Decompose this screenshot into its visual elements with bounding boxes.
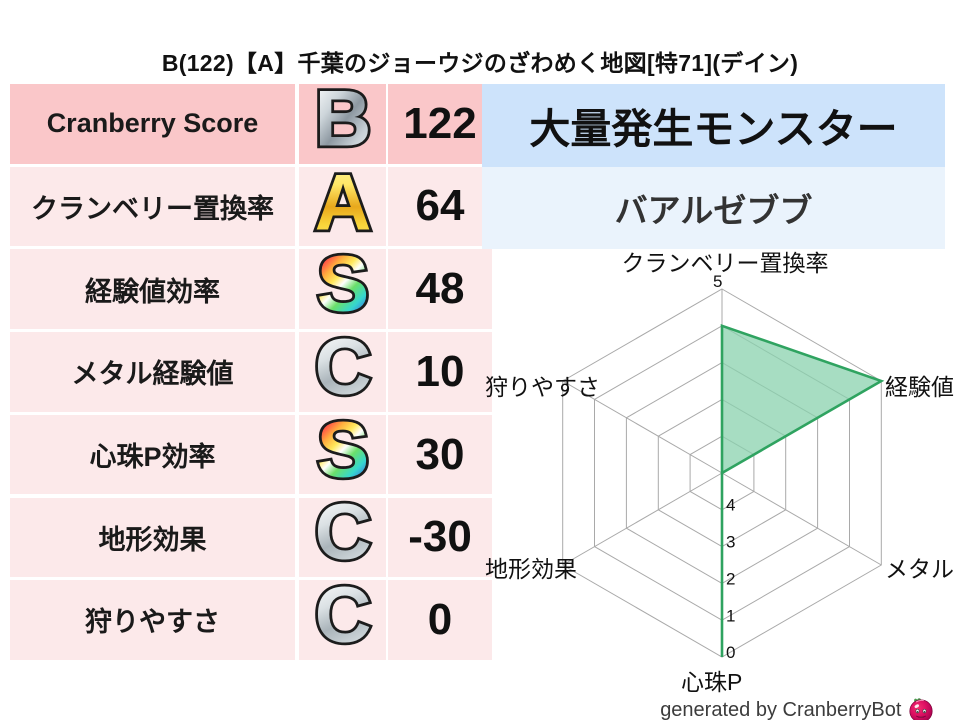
svg-text:0: 0 — [726, 643, 735, 662]
svg-text:C: C — [314, 495, 371, 575]
svg-text:1: 1 — [726, 607, 735, 626]
svg-text:A: A — [314, 164, 371, 246]
svg-text:S: S — [316, 247, 368, 327]
svg-text:4: 4 — [726, 496, 735, 515]
svg-text:S: S — [316, 413, 368, 493]
svg-text:2: 2 — [726, 570, 735, 589]
svg-text:C: C — [314, 330, 371, 410]
svg-text:C: C — [314, 578, 371, 658]
svg-text:3: 3 — [726, 533, 735, 552]
svg-text:B: B — [314, 82, 371, 162]
